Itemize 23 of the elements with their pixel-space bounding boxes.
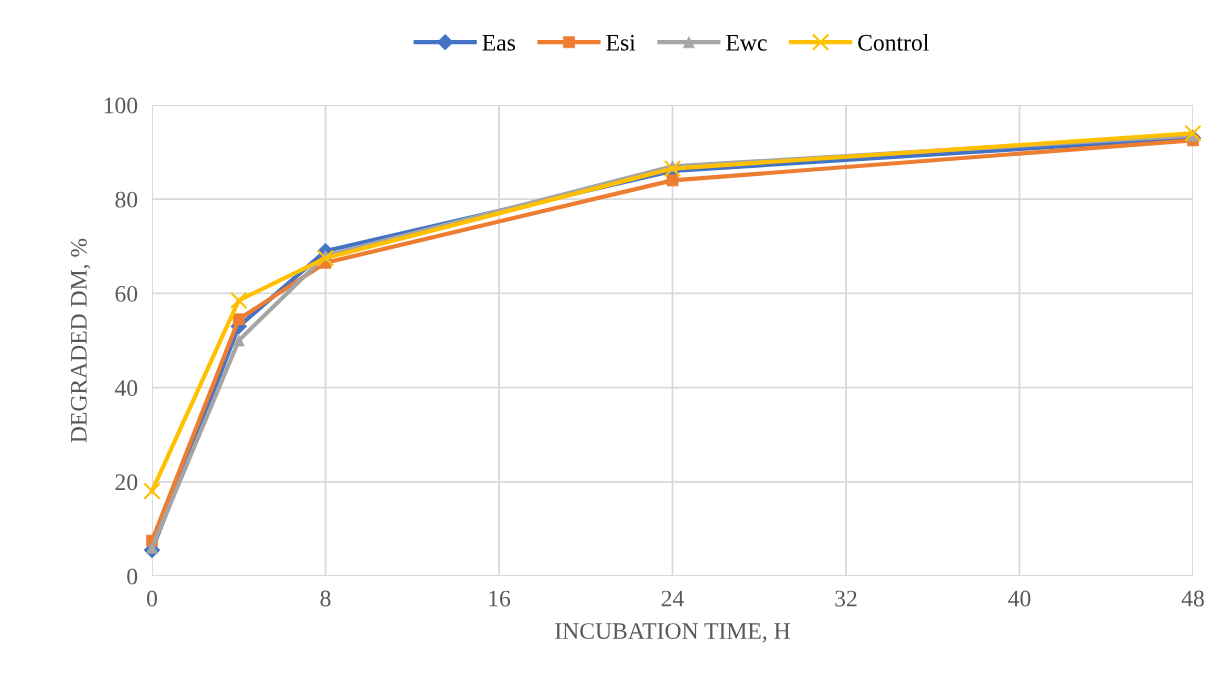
y-tick-label: 40 bbox=[114, 380, 138, 397]
x-tick-label: 24 bbox=[661, 590, 684, 607]
y-tick-label: 0 bbox=[127, 568, 138, 585]
y-tick-label: 80 bbox=[115, 191, 138, 208]
x-tick-label: 32 bbox=[835, 590, 857, 607]
y-tick-label: 60 bbox=[115, 285, 138, 302]
legend-label: Control bbox=[858, 34, 929, 51]
y-tick-label: 20 bbox=[115, 474, 138, 491]
legend-label: Esi bbox=[606, 34, 636, 51]
point bbox=[230, 291, 248, 310]
x-tick-label: 48 bbox=[1181, 590, 1204, 607]
x-tick-label: 8 bbox=[320, 590, 331, 607]
legend-label: Eas bbox=[482, 35, 516, 51]
point bbox=[1184, 124, 1202, 142]
x-tick-label: 0 bbox=[147, 590, 157, 607]
point bbox=[143, 482, 161, 500]
x-axis-title: INCUBATION TIME, H bbox=[555, 623, 790, 643]
point bbox=[316, 249, 335, 267]
x-tick-label: 40 bbox=[1008, 590, 1031, 607]
legend-label: Ewc bbox=[726, 35, 767, 51]
x-tick-label: 16 bbox=[489, 590, 511, 607]
y-axis-title: DEGRADED DM, % bbox=[70, 238, 91, 443]
y-tick-label: 100 bbox=[104, 97, 138, 114]
